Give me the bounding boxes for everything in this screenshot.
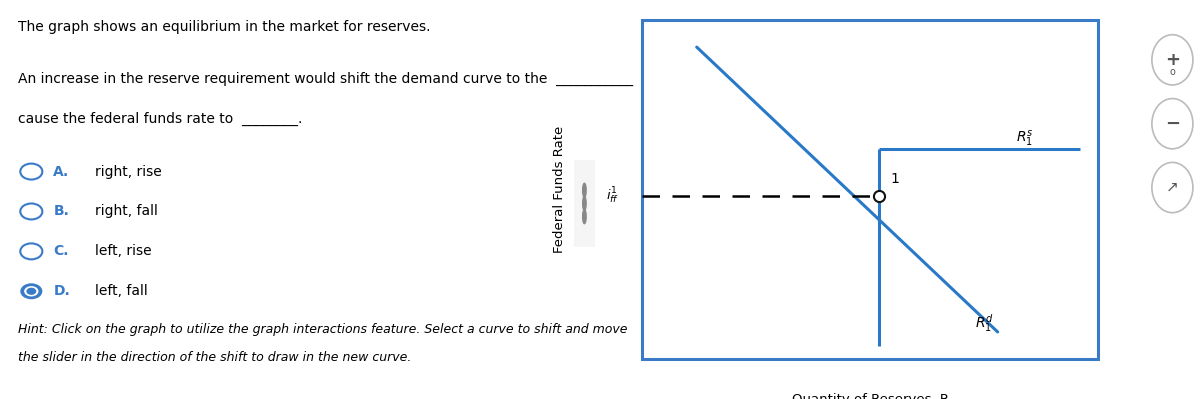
Text: ↗: ↗: [1166, 180, 1178, 195]
Text: the slider in the direction of the shift to draw in the new curve.: the slider in the direction of the shift…: [18, 351, 410, 364]
Text: right, rise: right, rise: [95, 164, 162, 179]
Circle shape: [24, 286, 38, 296]
Text: o: o: [1170, 67, 1175, 77]
Text: left, fall: left, fall: [95, 284, 148, 298]
Text: right, fall: right, fall: [95, 204, 157, 219]
Circle shape: [1152, 99, 1193, 149]
Text: left, rise: left, rise: [95, 244, 151, 259]
Text: The graph shows an equilibrium in the market for reserves.: The graph shows an equilibrium in the ma…: [18, 20, 430, 34]
Circle shape: [26, 288, 36, 295]
Text: −: −: [1165, 115, 1180, 133]
Text: Federal Funds Rate: Federal Funds Rate: [553, 126, 566, 253]
Text: C.: C.: [54, 244, 68, 259]
Circle shape: [1152, 162, 1193, 213]
Text: 1: 1: [890, 172, 899, 186]
Text: cause the federal funds rate to  ________.: cause the federal funds rate to ________…: [18, 112, 302, 126]
Text: Hint: Click on the graph to utilize the graph interactions feature. Select a cur: Hint: Click on the graph to utilize the …: [18, 323, 628, 336]
Text: $i_{ff}^1$: $i_{ff}^1$: [606, 186, 619, 207]
Circle shape: [583, 209, 586, 224]
Text: +: +: [1165, 51, 1180, 69]
Circle shape: [583, 196, 586, 211]
Circle shape: [20, 283, 42, 299]
Text: An increase in the reserve requirement would shift the demand curve to the  ____: An increase in the reserve requirement w…: [18, 72, 667, 86]
Text: A.: A.: [54, 164, 70, 179]
Circle shape: [583, 183, 586, 198]
FancyBboxPatch shape: [571, 146, 598, 261]
Text: D.: D.: [54, 284, 70, 298]
Circle shape: [1152, 35, 1193, 85]
Text: B.: B.: [54, 204, 70, 219]
Text: $R_1^d$: $R_1^d$: [974, 312, 994, 334]
Text: $R_1^s$: $R_1^s$: [1016, 128, 1033, 149]
Text: Quantity of Reserves, R: Quantity of Reserves, R: [792, 393, 948, 399]
